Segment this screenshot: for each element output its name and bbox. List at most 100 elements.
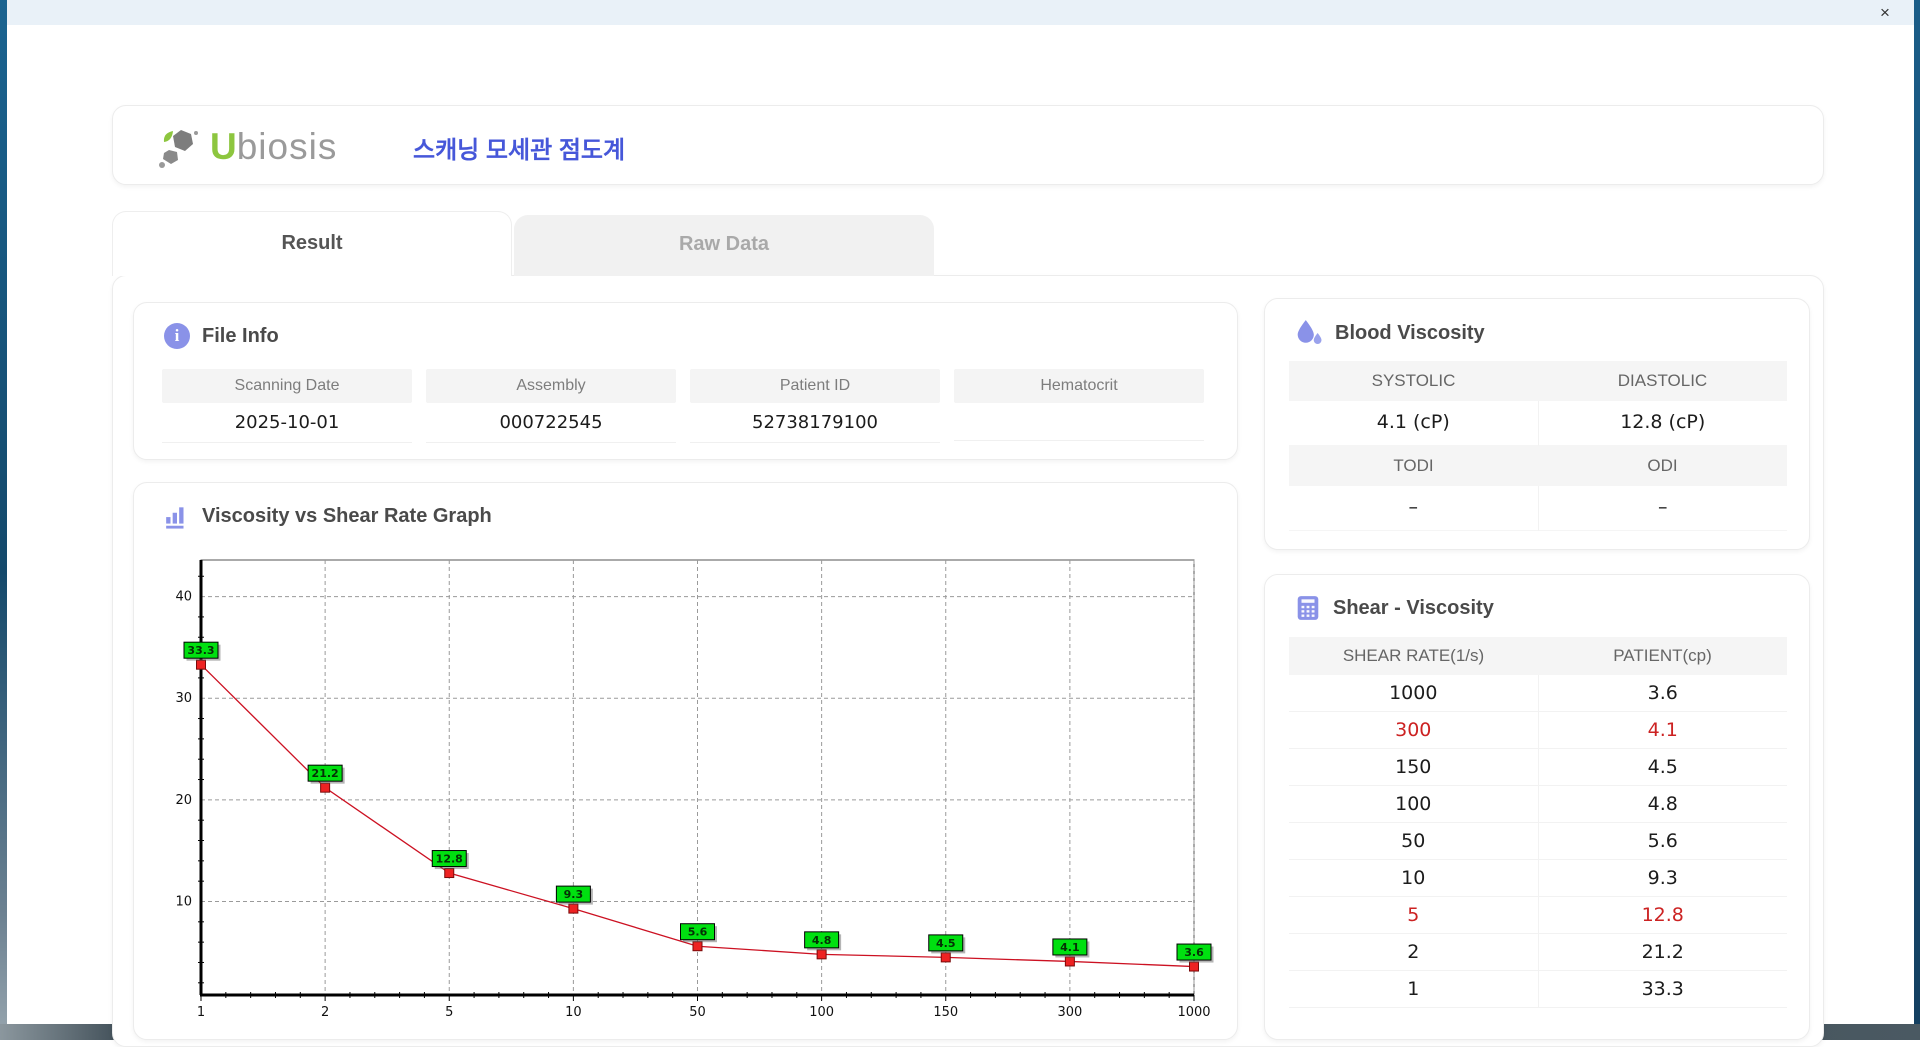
bv-value-row: –– [1289, 486, 1787, 531]
bv-value: – [1289, 486, 1539, 531]
patient-cell: 4.5 [1539, 749, 1788, 785]
svg-text:300: 300 [1057, 1005, 1082, 1020]
logo-text-u: U [210, 126, 237, 168]
shear-viscosity-heading: Shear - Viscosity [1333, 597, 1494, 620]
tab-result[interactable]: Result [112, 211, 512, 276]
svg-text:10: 10 [565, 1005, 582, 1020]
svg-text:50: 50 [689, 1005, 706, 1020]
svg-text:4.5: 4.5 [936, 937, 956, 950]
patient-cell: 33.3 [1539, 971, 1788, 1007]
field-value: 000722545 [426, 403, 676, 443]
patient-cell: 4.8 [1539, 786, 1788, 822]
shear-rate-cell: 150 [1289, 749, 1539, 785]
tab-raw-data[interactable]: Raw Data [514, 215, 934, 276]
patient-cell: 4.1 [1539, 712, 1788, 748]
bar-chart-icon [164, 503, 190, 529]
bv-value-row: 4.1 (cP)12.8 (cP) [1289, 401, 1787, 446]
logo-icon [158, 125, 204, 169]
svg-text:33.3: 33.3 [187, 644, 214, 657]
svg-text:40: 40 [175, 590, 192, 605]
shear-rate-cell: 100 [1289, 786, 1539, 822]
svg-text:5.6: 5.6 [688, 926, 708, 939]
shear-rate-cell: 1 [1289, 971, 1539, 1007]
graph-heading: Viscosity vs Shear Rate Graph [202, 505, 492, 528]
patient-cell: 5.6 [1539, 823, 1788, 859]
svg-text:3.6: 3.6 [1184, 946, 1204, 959]
svg-text:1000: 1000 [1177, 1005, 1210, 1020]
close-icon[interactable]: × [1874, 2, 1896, 24]
desktop-edge-right [1914, 0, 1920, 1040]
svg-text:150: 150 [933, 1005, 958, 1020]
svg-text:5: 5 [445, 1005, 453, 1020]
svg-text:4.8: 4.8 [812, 934, 832, 947]
calculator-icon [1295, 595, 1321, 621]
field-value [954, 403, 1204, 441]
bv-label: DIASTOLIC [1538, 361, 1787, 401]
shear-viscosity-panel: Shear - Viscosity SHEAR RATE(1/s) PATIEN… [1264, 574, 1810, 1040]
shear-rate-cell: 2 [1289, 934, 1539, 970]
logo-text-biosis: biosis [237, 126, 338, 168]
file-info-field: Hematocrit [954, 369, 1204, 443]
patient-cell: 12.8 [1539, 897, 1788, 933]
svg-text:21.2: 21.2 [312, 767, 339, 780]
bv-label: ODI [1538, 446, 1787, 486]
bv-label: TODI [1289, 446, 1538, 486]
field-label: Patient ID [690, 369, 940, 403]
desktop-edge-left [0, 0, 7, 1040]
field-value: 52738179100 [690, 403, 940, 443]
shear-rate-cell: 10 [1289, 860, 1539, 896]
field-label: Assembly [426, 369, 676, 403]
svg-text:1: 1 [197, 1005, 205, 1020]
svg-text:30: 30 [175, 691, 192, 706]
shear-rate-cell: 50 [1289, 823, 1539, 859]
field-label: Hematocrit [954, 369, 1204, 403]
page-title: 스캐닝 모세관 점도계 [413, 130, 625, 165]
patient-cell: 21.2 [1539, 934, 1788, 970]
bv-label: SYSTOLIC [1289, 361, 1538, 401]
bv-value: 4.1 (cP) [1289, 401, 1539, 446]
blood-viscosity-heading: Blood Viscosity [1335, 322, 1485, 345]
patient-column-header: PATIENT(cp) [1538, 637, 1787, 675]
droplet-icon [1295, 319, 1323, 347]
shear-rate-cell: 300 [1289, 712, 1539, 748]
window-titlebar: × [7, 0, 1914, 25]
svg-text:4.1: 4.1 [1060, 941, 1080, 954]
svg-text:100: 100 [809, 1005, 834, 1020]
info-icon: i [164, 323, 190, 349]
file-info-heading: File Info [202, 325, 279, 348]
bv-value: 12.8 (cP) [1539, 401, 1788, 446]
shear-rate-column-header: SHEAR RATE(1/s) [1289, 637, 1538, 675]
svg-text:20: 20 [175, 793, 192, 808]
patient-cell: 9.3 [1539, 860, 1788, 896]
patient-cell: 3.6 [1539, 675, 1788, 711]
svg-text:9.3: 9.3 [564, 888, 584, 901]
shear-rate-cell: 1000 [1289, 675, 1539, 711]
svg-text:12.8: 12.8 [436, 853, 463, 866]
shear-rate-cell: 5 [1289, 897, 1539, 933]
svg-text:10: 10 [175, 894, 192, 909]
shear-table-header: SHEAR RATE(1/s) PATIENT(cp) [1289, 637, 1787, 675]
field-label: Scanning Date [162, 369, 412, 403]
